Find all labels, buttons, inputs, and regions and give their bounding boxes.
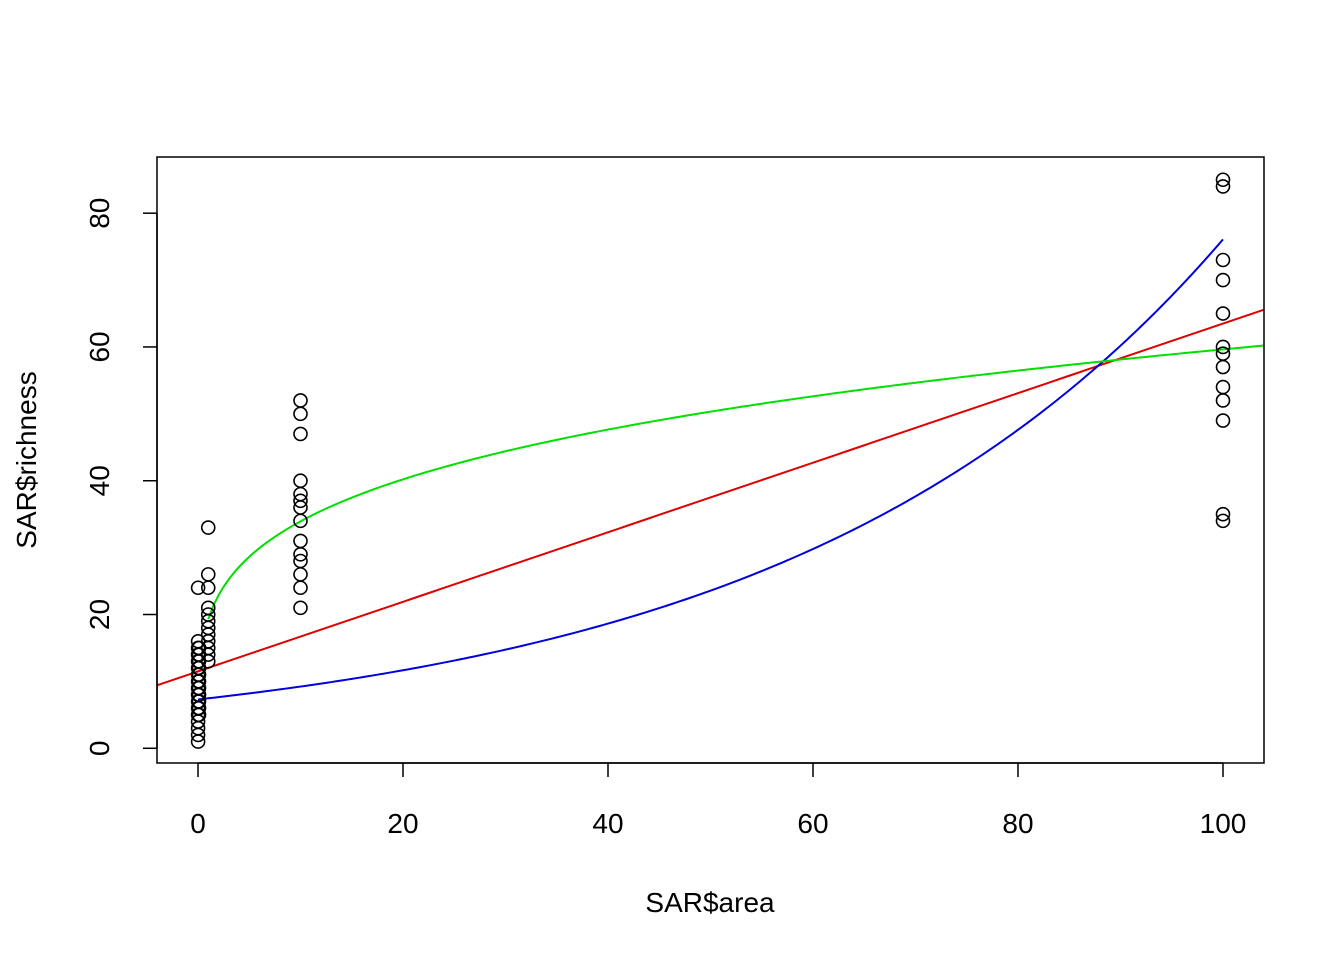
data-point xyxy=(1215,513,1231,529)
data-point xyxy=(293,533,308,549)
y-tick-label: 60 xyxy=(84,331,115,362)
data-point xyxy=(1215,252,1231,268)
data-point xyxy=(293,580,308,596)
data-point xyxy=(1215,359,1231,375)
x-tick-label: 20 xyxy=(387,808,418,839)
data-point xyxy=(200,600,216,616)
data-point xyxy=(293,600,308,616)
data-point xyxy=(293,553,308,569)
y-tick-label: 80 xyxy=(84,198,115,229)
x-tick-label: 0 xyxy=(190,808,206,839)
y-axis: 0 20 40 60 80 xyxy=(84,198,158,756)
data-point xyxy=(293,393,308,408)
data-point xyxy=(1215,413,1231,428)
data-point xyxy=(293,426,308,442)
data-point xyxy=(200,607,216,622)
data-point xyxy=(293,473,308,489)
data-point xyxy=(1215,272,1231,288)
linear-fit-line xyxy=(157,308,1264,687)
data-point xyxy=(200,520,216,535)
x-axis: 0 20 40 60 80 100 xyxy=(190,762,1247,839)
power-fit-line xyxy=(207,344,1264,620)
data-point xyxy=(1215,393,1231,408)
data-point xyxy=(1215,306,1231,321)
y-axis-title: SAR$richness xyxy=(11,371,42,548)
y-tick-label: 20 xyxy=(84,599,115,630)
data-point xyxy=(190,580,206,596)
fitted-curves xyxy=(157,238,1264,701)
x-axis-title: SAR$area xyxy=(645,887,775,918)
data-point xyxy=(200,567,216,582)
x-tick-label: 100 xyxy=(1200,808,1247,839)
y-tick-label: 0 xyxy=(84,740,115,756)
x-tick-label: 60 xyxy=(797,808,828,839)
plot-frame xyxy=(156,156,1265,764)
data-point xyxy=(293,406,308,422)
data-point xyxy=(1215,179,1231,194)
data-point xyxy=(1215,346,1231,361)
data-point xyxy=(1215,379,1231,395)
y-tick-label: 40 xyxy=(84,465,115,496)
data-point xyxy=(293,567,308,582)
data-point xyxy=(1215,506,1231,522)
data-point xyxy=(1215,172,1231,188)
x-tick-label: 80 xyxy=(1002,808,1033,839)
data-point xyxy=(1215,339,1231,355)
exponential-fit-line xyxy=(197,238,1224,701)
data-points xyxy=(190,172,1231,749)
data-point xyxy=(293,493,308,509)
data-point xyxy=(200,580,216,596)
x-tick-label: 40 xyxy=(592,808,623,839)
